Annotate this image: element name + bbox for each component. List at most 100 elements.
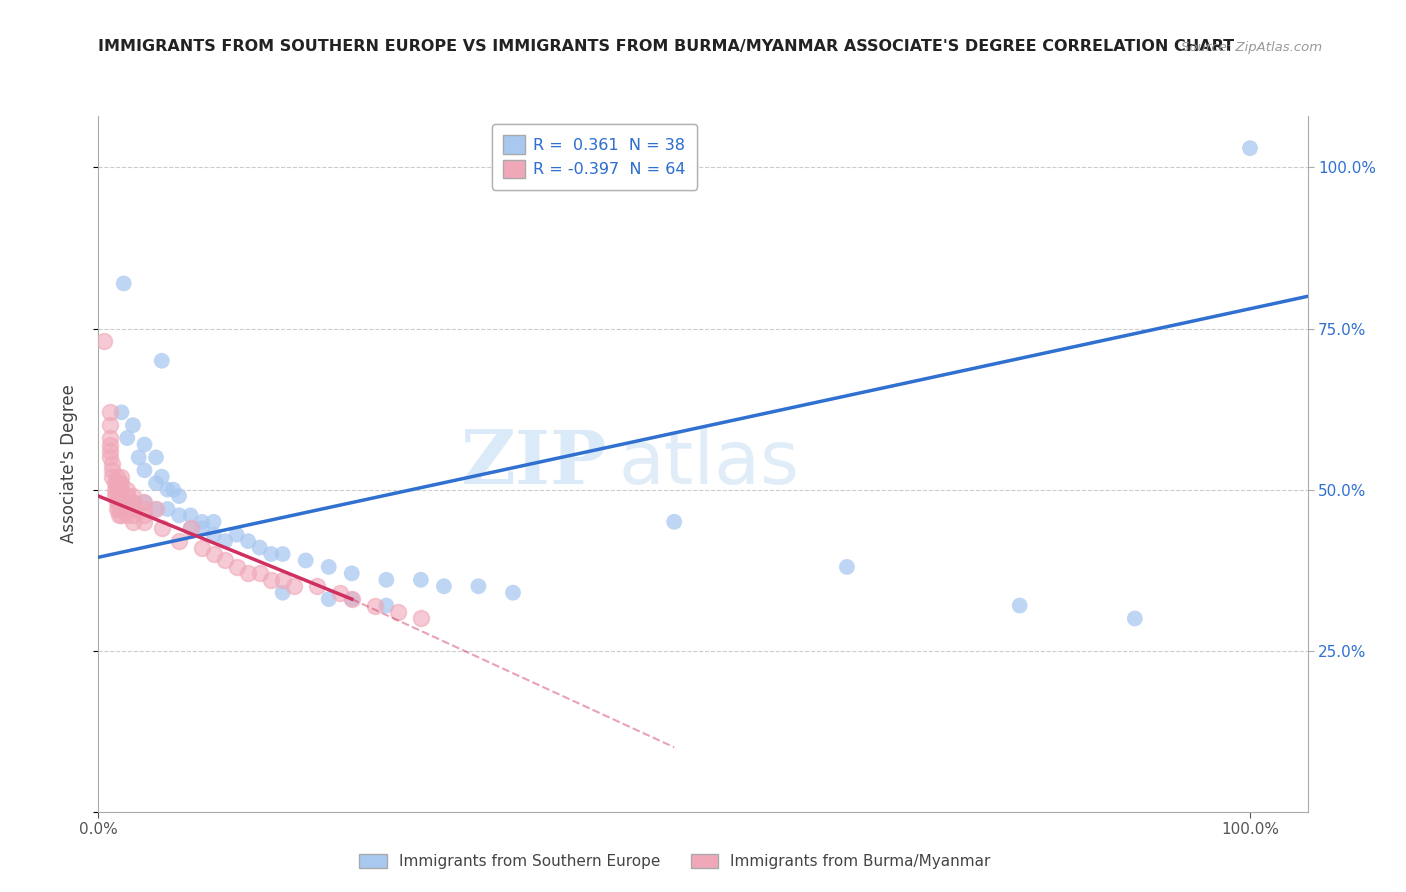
Point — [260, 573, 283, 587]
Point — [387, 605, 409, 619]
Point — [329, 585, 352, 599]
Point — [145, 502, 167, 516]
Point — [122, 495, 145, 509]
Point — [467, 579, 489, 593]
Point — [103, 476, 125, 491]
Point — [180, 508, 202, 523]
Point — [502, 585, 524, 599]
Point — [202, 527, 225, 541]
Point — [191, 541, 214, 555]
Point — [150, 353, 173, 368]
Point — [108, 483, 131, 497]
Point — [167, 489, 190, 503]
Point — [664, 515, 686, 529]
Point — [236, 566, 259, 581]
Point — [191, 521, 214, 535]
Point — [409, 573, 432, 587]
Point — [115, 502, 138, 516]
Legend: R =  0.361  N = 38, R = -0.397  N = 64: R = 0.361 N = 38, R = -0.397 N = 64 — [492, 124, 697, 190]
Point — [318, 592, 340, 607]
Point — [156, 502, 179, 516]
Point — [271, 585, 294, 599]
Point — [180, 521, 202, 535]
Point — [1123, 611, 1146, 625]
Point — [150, 521, 173, 535]
Point — [283, 579, 305, 593]
Point — [340, 566, 363, 581]
Point — [375, 599, 398, 613]
Point — [101, 457, 124, 471]
Point — [98, 418, 121, 433]
Point — [180, 521, 202, 535]
Point — [110, 489, 132, 503]
Point — [128, 450, 150, 465]
Point — [105, 489, 128, 503]
Point — [98, 444, 121, 458]
Point — [110, 405, 132, 419]
Point — [98, 405, 121, 419]
Point — [134, 437, 156, 451]
Point — [110, 495, 132, 509]
Point — [271, 547, 294, 561]
Point — [1239, 141, 1261, 155]
Point — [134, 502, 156, 516]
Point — [110, 469, 132, 483]
Point — [98, 431, 121, 445]
Point — [108, 476, 131, 491]
Point — [340, 592, 363, 607]
Point — [318, 560, 340, 574]
Point — [122, 508, 145, 523]
Point — [167, 534, 190, 549]
Point — [134, 463, 156, 477]
Point — [110, 495, 132, 509]
Point — [225, 560, 247, 574]
Point — [115, 495, 138, 509]
Point — [122, 515, 145, 529]
Point — [105, 476, 128, 491]
Point — [249, 566, 271, 581]
Point — [294, 553, 316, 567]
Point — [93, 334, 115, 349]
Legend: Immigrants from Southern Europe, Immigrants from Burma/Myanmar: Immigrants from Southern Europe, Immigra… — [353, 847, 997, 875]
Text: Source: ZipAtlas.com: Source: ZipAtlas.com — [1181, 40, 1322, 54]
Point — [105, 483, 128, 497]
Point — [110, 476, 132, 491]
Text: ZIP: ZIP — [460, 427, 606, 500]
Point — [101, 463, 124, 477]
Point — [108, 489, 131, 503]
Y-axis label: Associate's Degree: Associate's Degree — [59, 384, 77, 543]
Point — [260, 547, 283, 561]
Point — [202, 515, 225, 529]
Point — [98, 437, 121, 451]
Point — [145, 502, 167, 516]
Point — [307, 579, 329, 593]
Point — [103, 483, 125, 497]
Point — [105, 495, 128, 509]
Point — [108, 502, 131, 516]
Point — [214, 553, 236, 567]
Point — [271, 573, 294, 587]
Point — [110, 483, 132, 497]
Point — [340, 592, 363, 607]
Point — [108, 508, 131, 523]
Point — [105, 469, 128, 483]
Point — [122, 418, 145, 433]
Text: atlas: atlas — [619, 427, 800, 500]
Point — [134, 495, 156, 509]
Point — [236, 534, 259, 549]
Text: IMMIGRANTS FROM SOUTHERN EUROPE VS IMMIGRANTS FROM BURMA/MYANMAR ASSOCIATE'S DEG: IMMIGRANTS FROM SOUTHERN EUROPE VS IMMIG… — [98, 38, 1234, 54]
Point — [433, 579, 456, 593]
Point — [122, 495, 145, 509]
Point — [108, 495, 131, 509]
Point — [122, 489, 145, 503]
Point — [122, 502, 145, 516]
Point — [134, 515, 156, 529]
Point — [409, 611, 432, 625]
Point — [103, 489, 125, 503]
Point — [105, 502, 128, 516]
Point — [150, 469, 173, 483]
Point — [375, 573, 398, 587]
Point — [156, 483, 179, 497]
Point — [145, 476, 167, 491]
Point — [112, 277, 135, 291]
